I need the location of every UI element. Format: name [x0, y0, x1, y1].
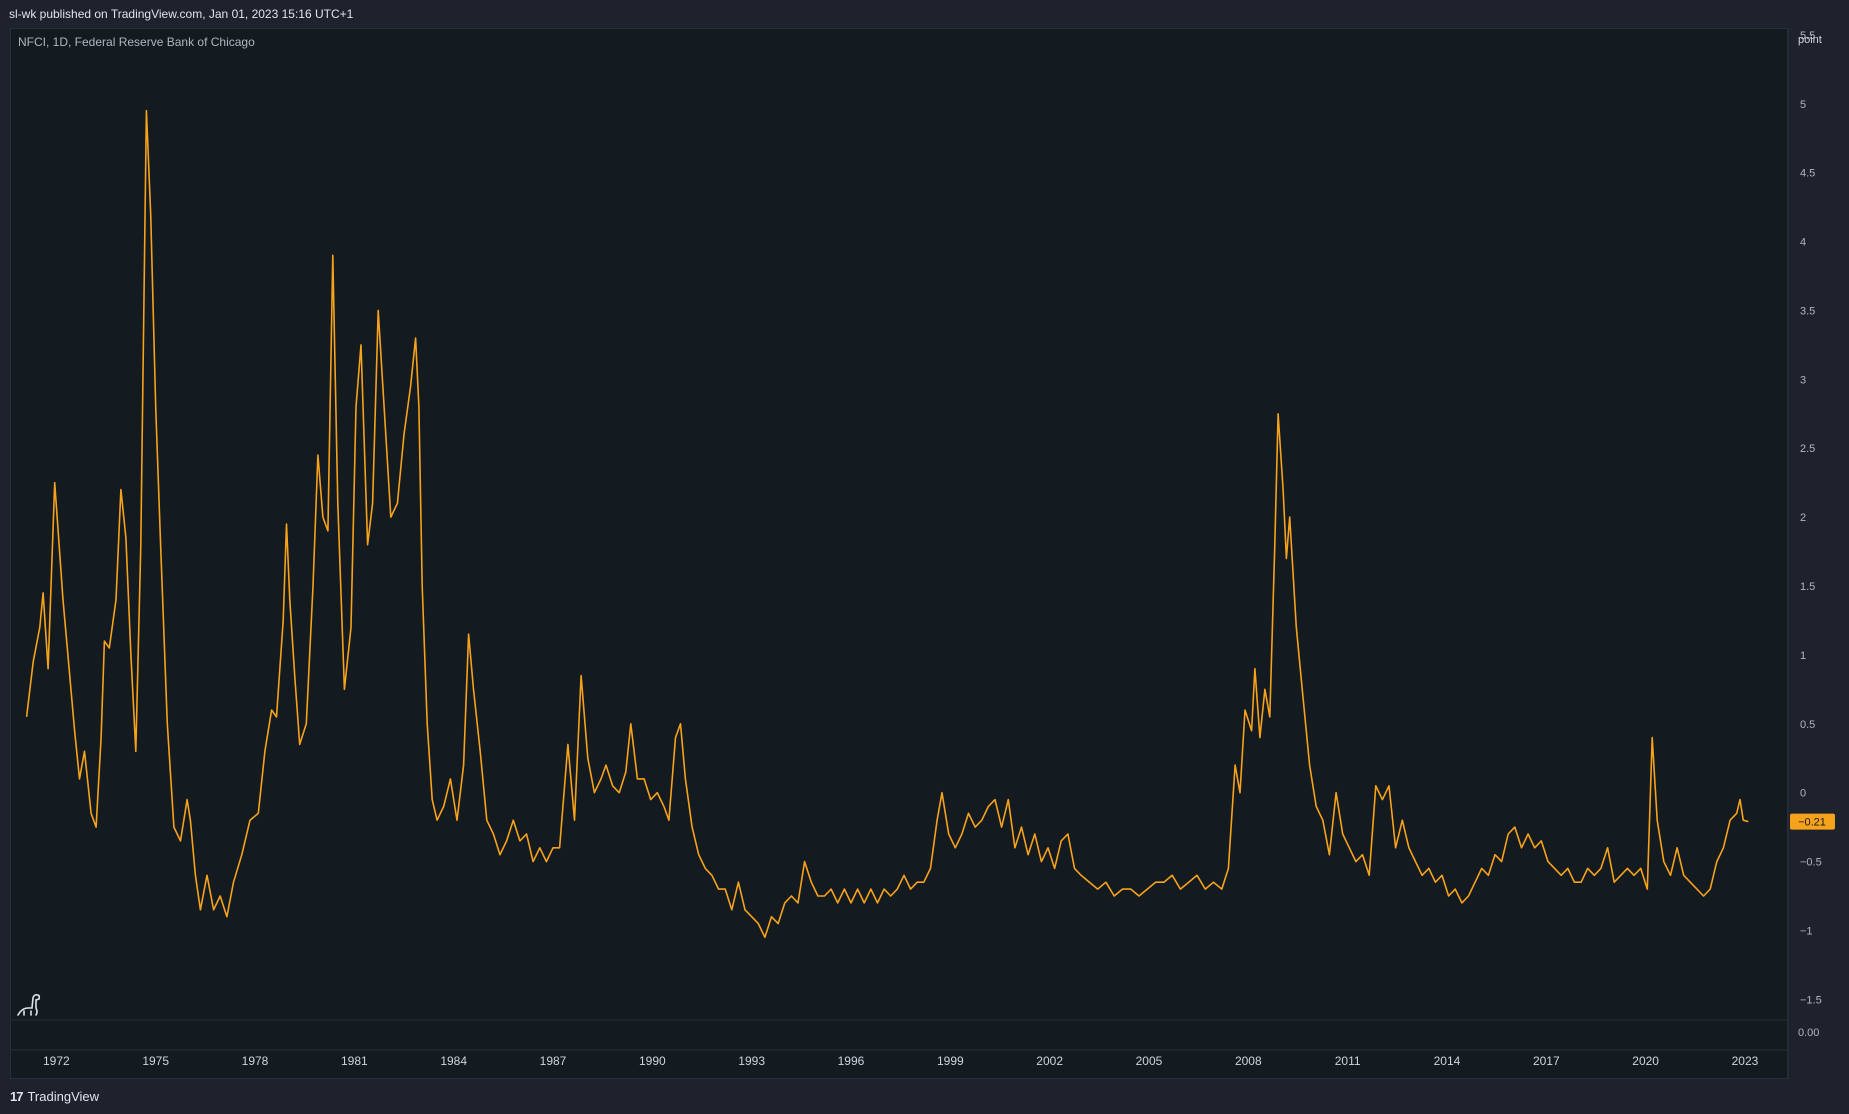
- y-tick-label: −0.5: [1800, 857, 1822, 869]
- y-tick-label: 1: [1800, 650, 1806, 662]
- y-tick-label: 0.5: [1800, 719, 1815, 731]
- last-value-badge: [1790, 813, 1835, 830]
- x-tick-label: 1981: [341, 1054, 368, 1068]
- x-tick-label: 1993: [738, 1054, 765, 1068]
- nfci-series-line: [25, 109, 1749, 939]
- x-tick-label: 1990: [639, 1054, 666, 1068]
- publisher-info: sl-wk published on TradingView.com, Jan …: [9, 7, 354, 21]
- y-tick-label: 2.5: [1800, 443, 1815, 455]
- y-tick-label: 4: [1800, 237, 1806, 249]
- y-tick-label: −1: [1800, 925, 1813, 937]
- y-tick-label: 3: [1800, 374, 1806, 386]
- series-legend[interactable]: NFCI, 1D, Federal Reserve Bank of Chicag…: [18, 35, 255, 49]
- y-tick-label: 4.5: [1800, 168, 1815, 180]
- x-tick-label: 1972: [43, 1054, 70, 1068]
- pane-separators: [10, 28, 1789, 1079]
- sub-pane-value-label: 0.00: [1798, 1027, 1819, 1039]
- brand[interactable]: 17 TradingView: [10, 1089, 99, 1104]
- brand-name: TradingView: [27, 1089, 100, 1104]
- x-tick-label: 1975: [142, 1054, 169, 1068]
- last-value-text: −0.21: [1798, 817, 1826, 829]
- y-tick-label: 1.5: [1800, 581, 1815, 593]
- dinosaur-mascot-icon[interactable]: [14, 990, 44, 1020]
- bottom-bar: 17 TradingView: [0, 1080, 1849, 1114]
- y-tick-label: 5.5: [1800, 30, 1815, 42]
- x-tick-label: 1984: [440, 1054, 467, 1068]
- x-tick-label: 2020: [1632, 1054, 1659, 1068]
- x-tick-label: 2002: [1036, 1054, 1063, 1068]
- y-axis-ticks: −1.5 −1 −0.5 0 0.5 1 1.5 2 2.5 3 3.5 4 4.5 5 5.5: [1800, 30, 1822, 1006]
- x-tick-label: 1978: [242, 1054, 269, 1068]
- x-tick-label: 2005: [1136, 1054, 1163, 1068]
- last-value-label-group: −0.21: [1790, 813, 1835, 830]
- y-tick-label: −1.5: [1800, 994, 1822, 1006]
- x-tick-label: 1996: [838, 1054, 865, 1068]
- x-tick-label: 2017: [1533, 1054, 1560, 1068]
- x-tick-label: 2023: [1732, 1054, 1759, 1068]
- chart-panel[interactable]: [10, 28, 1788, 1079]
- y-tick-label: 3.5: [1800, 305, 1815, 317]
- x-tick-label: 1999: [937, 1054, 964, 1068]
- y-tick-label: 2: [1800, 512, 1806, 524]
- y-axis-unit-label: point: [1798, 34, 1822, 46]
- y-tick-label: 5: [1800, 99, 1806, 111]
- x-tick-label: 2008: [1235, 1054, 1262, 1068]
- x-axis-ticks: 1972 1975 1978 1981 1984 1987 1990 1993 1996 1999…: [43, 1054, 1759, 1068]
- tradingview-logo-icon: 17: [10, 1089, 24, 1104]
- x-tick-label: 2011: [1335, 1054, 1361, 1068]
- top-bar: sl-wk published on TradingView.com, Jan …: [0, 0, 1849, 28]
- y-tick-label: 0: [1800, 788, 1806, 800]
- x-tick-label: 2014: [1434, 1054, 1461, 1068]
- x-tick-label: 1987: [540, 1054, 567, 1068]
